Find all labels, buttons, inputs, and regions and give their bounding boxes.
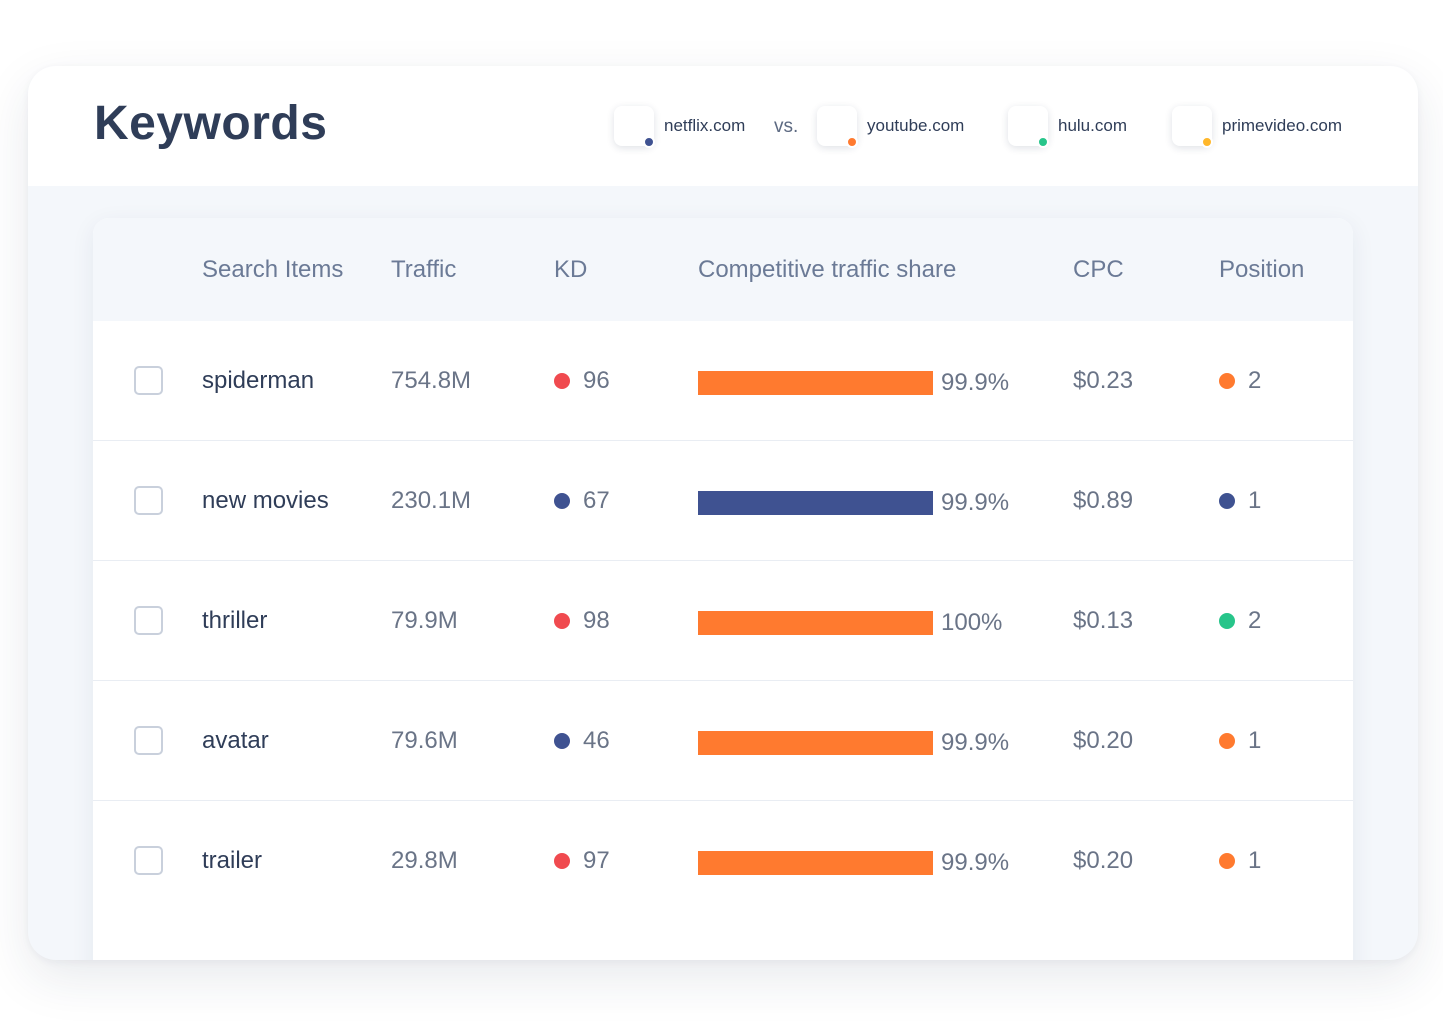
youtube-color-dot bbox=[846, 136, 858, 148]
traffic-share-fill bbox=[698, 731, 933, 755]
kd-value: 97 bbox=[583, 847, 610, 874]
kd-cell: 67 bbox=[554, 487, 610, 515]
traffic-cell: 230.1M bbox=[391, 487, 472, 514]
position-cell: 1 bbox=[1219, 847, 1261, 875]
column-header-traffic[interactable]: Traffic bbox=[391, 256, 457, 283]
table-row[interactable]: thriller 79.9M 98 100% $0.13 2 bbox=[93, 561, 1353, 681]
page-title: Keywords bbox=[94, 97, 328, 150]
position-value: 2 bbox=[1248, 607, 1262, 634]
traffic-cell: 754.8M bbox=[391, 367, 472, 394]
position-value: 2 bbox=[1248, 367, 1262, 394]
row-checkbox[interactable] bbox=[134, 606, 163, 635]
traffic-share-bar bbox=[698, 851, 933, 875]
traffic-cell: 29.8M bbox=[391, 847, 458, 874]
kd-dot-icon bbox=[554, 853, 570, 869]
traffic-share-value: 100% bbox=[941, 609, 1003, 636]
keyword-cell[interactable]: spiderman bbox=[202, 367, 315, 394]
traffic-share-value: 99.9% bbox=[941, 729, 1010, 756]
column-header-cpc[interactable]: CPC bbox=[1073, 256, 1124, 283]
hulu-color-dot bbox=[1037, 136, 1049, 148]
traffic-share-bar bbox=[698, 491, 933, 515]
primevideo-color-dot bbox=[1201, 136, 1213, 148]
kd-value: 96 bbox=[583, 367, 610, 394]
domain-primevideo[interactable]: primevideo.com bbox=[1172, 106, 1342, 148]
column-header-kd[interactable]: KD bbox=[554, 256, 588, 283]
traffic-share-bar bbox=[698, 731, 933, 755]
kd-cell: 46 bbox=[554, 727, 610, 755]
traffic-share-bar bbox=[698, 371, 933, 395]
traffic-share-value: 99.9% bbox=[941, 369, 1010, 396]
kd-dot-icon bbox=[554, 493, 570, 509]
row-checkbox[interactable] bbox=[134, 846, 163, 875]
position-dot-icon bbox=[1219, 853, 1235, 869]
table-row[interactable]: new movies 230.1M 67 99.9% $0.89 1 bbox=[93, 441, 1353, 561]
position-cell: 2 bbox=[1219, 607, 1261, 635]
youtube-favicon-icon bbox=[817, 106, 858, 148]
position-value: 1 bbox=[1248, 847, 1262, 874]
kd-dot-icon bbox=[554, 613, 570, 629]
traffic-share-fill bbox=[698, 611, 933, 635]
kd-dot-icon bbox=[554, 733, 570, 749]
position-cell: 1 bbox=[1219, 487, 1261, 515]
position-value: 1 bbox=[1248, 727, 1262, 754]
table-row[interactable]: spiderman 754.8M 96 99.9% $0.23 2 bbox=[93, 321, 1353, 441]
domain-hulu[interactable]: hulu.com bbox=[1008, 106, 1127, 148]
position-dot-icon bbox=[1219, 493, 1235, 509]
kd-value: 67 bbox=[583, 487, 610, 514]
table-header: Search Items Traffic KD Competitive traf… bbox=[93, 218, 1353, 321]
keyword-cell[interactable]: new movies bbox=[202, 487, 329, 514]
column-header-search-items[interactable]: Search Items bbox=[202, 256, 344, 283]
netflix-favicon-icon bbox=[614, 106, 655, 148]
kd-value: 98 bbox=[583, 607, 610, 634]
traffic-share-fill bbox=[698, 491, 933, 515]
keywords-card: Keywords netflix.com vs. youtube.com hul… bbox=[28, 66, 1418, 960]
table-row[interactable]: trailer 29.8M 97 99.9% $0.20 1 bbox=[93, 801, 1353, 921]
keyword-cell[interactable]: thriller bbox=[202, 607, 268, 634]
card-header: Keywords netflix.com vs. youtube.com hul… bbox=[28, 66, 1418, 186]
keyword-cell[interactable]: trailer bbox=[202, 847, 263, 874]
traffic-share-fill bbox=[698, 851, 933, 875]
kd-dot-icon bbox=[554, 373, 570, 389]
cpc-cell: $0.89 bbox=[1073, 487, 1134, 514]
traffic-share-value: 99.9% bbox=[941, 489, 1010, 516]
position-dot-icon bbox=[1219, 373, 1235, 389]
domain-label: primevideo.com bbox=[1222, 116, 1342, 135]
traffic-share-bar bbox=[698, 611, 933, 635]
position-value: 1 bbox=[1248, 487, 1262, 514]
keyword-cell[interactable]: avatar bbox=[202, 727, 269, 754]
position-cell: 1 bbox=[1219, 727, 1261, 755]
cpc-cell: $0.20 bbox=[1073, 727, 1134, 754]
row-checkbox[interactable] bbox=[134, 366, 163, 395]
primevideo-favicon-icon bbox=[1172, 106, 1213, 148]
table-row-partial bbox=[93, 920, 1353, 960]
column-header-position[interactable]: Position bbox=[1219, 256, 1305, 283]
domain-label: youtube.com bbox=[867, 116, 965, 135]
traffic-cell: 79.6M bbox=[391, 727, 458, 754]
domain-youtube[interactable]: youtube.com bbox=[817, 106, 965, 148]
position-dot-icon bbox=[1219, 613, 1235, 629]
cpc-cell: $0.20 bbox=[1073, 847, 1134, 874]
kd-cell: 96 bbox=[554, 367, 610, 395]
cpc-cell: $0.23 bbox=[1073, 367, 1134, 394]
row-checkbox[interactable] bbox=[134, 726, 163, 755]
cpc-cell: $0.13 bbox=[1073, 607, 1134, 634]
position-cell: 2 bbox=[1219, 367, 1261, 395]
traffic-cell: 79.9M bbox=[391, 607, 458, 634]
traffic-share-fill bbox=[698, 371, 933, 395]
kd-cell: 98 bbox=[554, 607, 610, 635]
column-header-traffic-share[interactable]: Competitive traffic share bbox=[698, 256, 957, 283]
keywords-table: Search Items Traffic KD Competitive traf… bbox=[93, 218, 1353, 960]
netflix-color-dot bbox=[643, 136, 655, 148]
traffic-share-value: 99.9% bbox=[941, 849, 1010, 876]
kd-cell: 97 bbox=[554, 847, 610, 875]
hulu-favicon-icon bbox=[1008, 106, 1049, 148]
domain-label: hulu.com bbox=[1058, 116, 1127, 135]
vs-label: vs. bbox=[774, 116, 799, 137]
row-checkbox[interactable] bbox=[134, 486, 163, 515]
position-dot-icon bbox=[1219, 733, 1235, 749]
domain-netflix[interactable]: netflix.com bbox=[614, 106, 746, 148]
table-row[interactable]: avatar 79.6M 46 99.9% $0.20 1 bbox=[93, 681, 1353, 801]
kd-value: 46 bbox=[583, 727, 610, 754]
domain-label: netflix.com bbox=[664, 116, 746, 135]
